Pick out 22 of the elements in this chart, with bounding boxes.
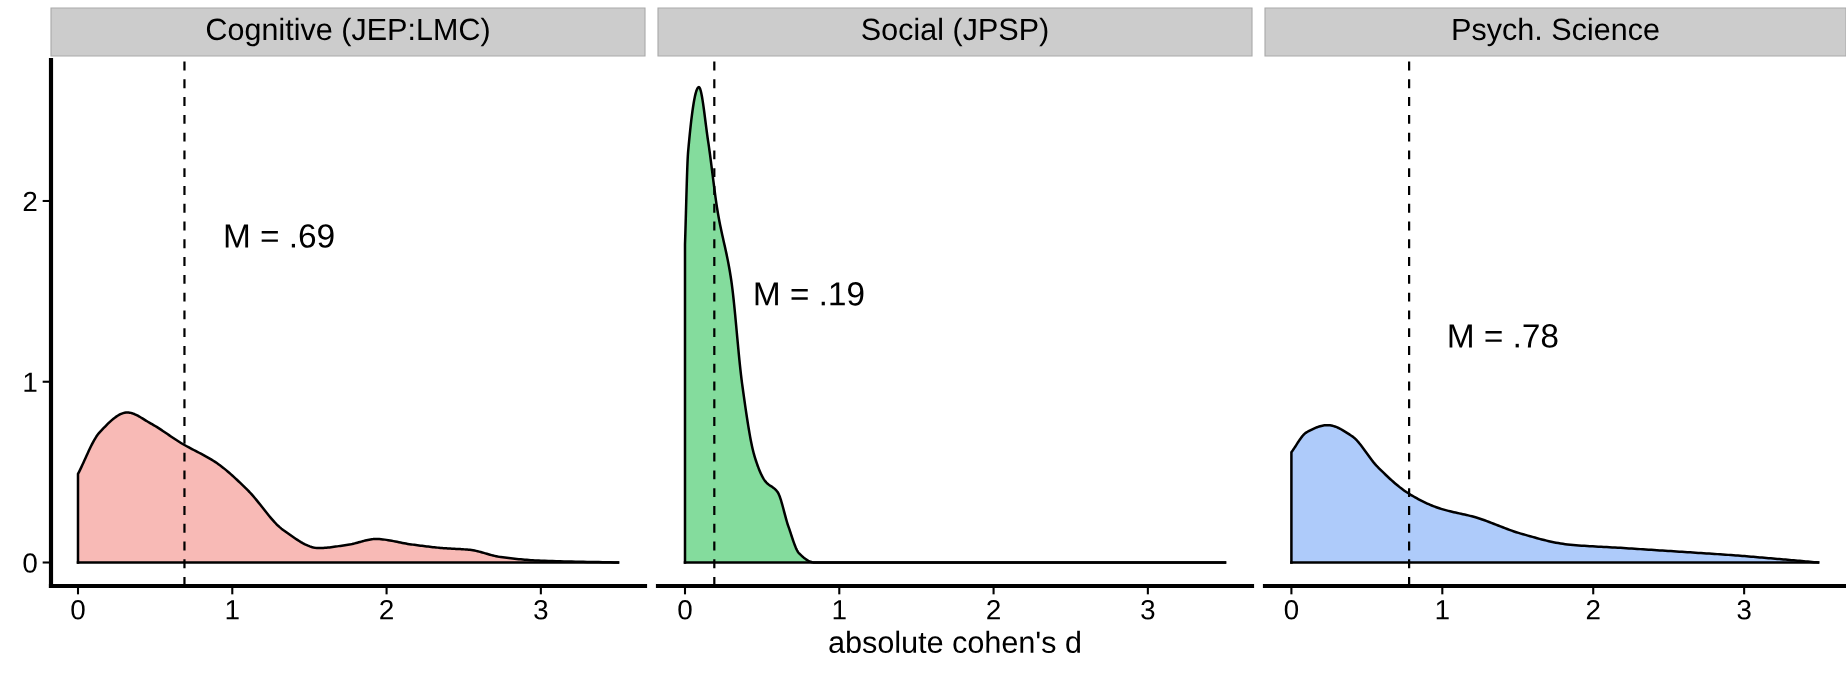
y-tick-label: 1 — [24, 372, 37, 392]
x-axis-title: absolute cohen's d — [829, 630, 1080, 654]
annotation: M = .69 — [225, 224, 334, 248]
x-tick-label: 1 — [1436, 600, 1449, 620]
x-tick-label: 1 — [226, 600, 239, 620]
x-tick-label: 0 — [1284, 599, 1299, 620]
chart-title: Social (JPSP) — [862, 17, 1048, 47]
x-tick-label: 1 — [833, 600, 846, 620]
x-tick-label: 2 — [987, 599, 1000, 620]
chart-title: Psych. Science — [1453, 17, 1659, 47]
x-tick-label: 3 — [1141, 599, 1155, 620]
y-tick-label: 0 — [23, 553, 37, 573]
y-tick-label: 2 — [23, 191, 37, 212]
x-tick-label: 2 — [380, 599, 393, 620]
chart-title: Cognitive (JEP:LMC) — [206, 17, 489, 47]
annotation: M = .78 — [1449, 324, 1558, 348]
x-tick-label: 3 — [1737, 599, 1751, 620]
x-tick-label: 0 — [71, 599, 85, 620]
x-tick-label: 3 — [534, 599, 548, 620]
x-tick-label: 2 — [1586, 599, 1600, 620]
x-tick-label: 0 — [678, 599, 692, 620]
annotation: M = .19 — [755, 282, 864, 306]
